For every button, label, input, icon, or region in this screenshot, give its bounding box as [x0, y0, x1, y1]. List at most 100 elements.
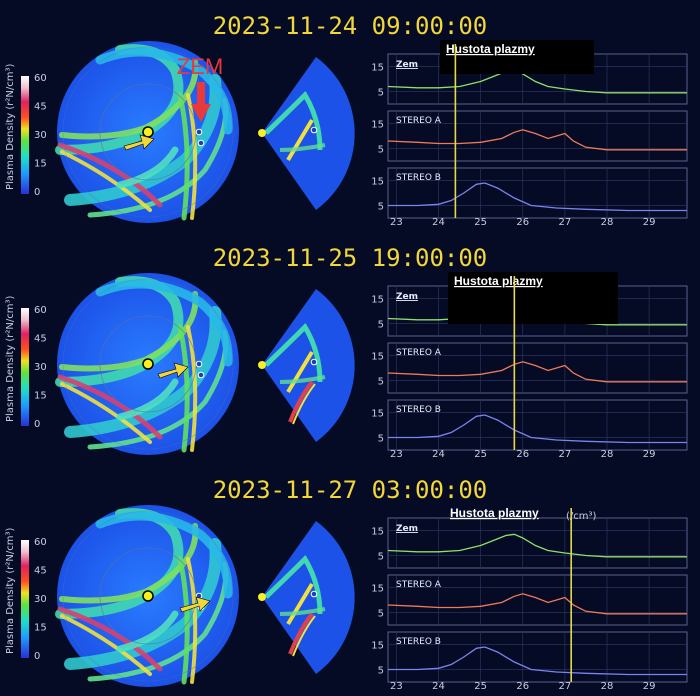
plot-unit: (/cm³) — [566, 511, 597, 522]
wedge-structure — [279, 375, 326, 384]
wedge-structure — [264, 322, 323, 383]
density-arm — [60, 150, 152, 212]
series-line-stereo-b — [388, 414, 687, 444]
colorbar-tick: 30 — [34, 594, 47, 605]
density-arm — [177, 556, 190, 685]
subplot-frame — [387, 574, 688, 626]
cme-front-edge — [292, 383, 316, 425]
wedge-shape — [262, 289, 355, 442]
wedge-structure — [279, 607, 326, 616]
density-arm — [60, 382, 152, 444]
subplot-2: 15 5 STEREO A — [371, 110, 688, 162]
x-tick-label: 25 — [474, 681, 487, 692]
timestamp: 2023-11-25 19:00:00 — [213, 244, 488, 272]
y-tick-label: 5 — [378, 88, 384, 99]
colorbar-tick: 60 — [34, 305, 47, 316]
stereo-marker — [197, 371, 205, 379]
colorbar: 60 45 30 15 0 Plasma Density (r²N/cm³) — [5, 295, 47, 430]
colorbar-scale — [21, 308, 29, 426]
density-arm — [177, 324, 190, 453]
ecliptic-density-map — [55, 273, 239, 455]
subplot-frame — [387, 517, 688, 569]
earth-marker — [195, 128, 203, 136]
density-arm — [95, 511, 233, 599]
density-arm — [186, 93, 198, 220]
colorbar-tick: 60 — [34, 537, 47, 548]
x-tick-label: 27 — [559, 449, 572, 460]
colorbar-tick: 15 — [34, 623, 47, 634]
y-tick-label: 15 — [371, 352, 384, 363]
y-tick-label: 5 — [378, 145, 384, 156]
y-tick-label: 5 — [378, 320, 384, 331]
x-tick-label: 28 — [601, 449, 614, 460]
red-arrow-icon — [191, 82, 211, 122]
series-label: STEREO A — [396, 116, 442, 126]
timestamp: 2023-11-27 03:00:00 — [213, 476, 488, 504]
sun-marker — [258, 593, 266, 601]
series-label: STEREO B — [396, 637, 441, 647]
subplot-3: 15 5 STEREO B — [371, 399, 688, 451]
colorbar-tick: 15 — [34, 391, 47, 402]
colorbar-tick: 0 — [34, 187, 40, 198]
series-label: STEREO A — [396, 580, 442, 590]
meridional-density-map — [258, 521, 355, 674]
y-tick-label: 15 — [371, 295, 384, 306]
plot-title: Hustota plazmy — [446, 42, 535, 56]
x-tick-label: 24 — [432, 681, 445, 692]
colorbar-tick: 60 — [34, 73, 47, 84]
x-tick-label: 27 — [559, 681, 572, 692]
colorbar-label: Plasma Density (r²N/cm³) — [5, 63, 16, 190]
wedge-structure — [286, 582, 314, 626]
ecliptic-density-map — [55, 41, 239, 223]
series-line-stereo-a — [387, 593, 687, 615]
x-tick-label: 26 — [516, 449, 529, 460]
subplot-frame — [387, 167, 688, 219]
wedge-shape — [262, 57, 355, 210]
x-tick-label: 29 — [643, 449, 656, 460]
density-arm — [95, 47, 233, 135]
series-label: Zem — [396, 60, 418, 70]
wedge-structure — [279, 143, 326, 152]
colorbar-tick: 0 — [34, 419, 40, 430]
x-tick-label: 29 — [643, 681, 656, 692]
subplot-frame — [387, 110, 688, 162]
earth-marker — [310, 590, 318, 598]
subplot-frame — [387, 631, 688, 683]
colorbar-label: Plasma Density (r²N/cm³) — [5, 295, 16, 422]
series-line-stereo-b — [388, 182, 687, 212]
sun-marker — [258, 129, 266, 137]
y-tick-label: 5 — [378, 666, 384, 677]
stereo-marker — [197, 139, 205, 147]
cme-front — [288, 612, 314, 655]
y-tick-label: 15 — [371, 527, 384, 538]
y-tick-label: 15 — [371, 120, 384, 131]
subplot-3: 15 5 STEREO B — [371, 631, 688, 683]
sun-marker — [142, 358, 154, 370]
density-arm — [57, 374, 163, 440]
header-box — [440, 40, 594, 74]
x-tick-label: 24 — [432, 217, 445, 228]
series-line-stereo-b — [388, 646, 687, 676]
colorbar-tick: 45 — [34, 334, 47, 345]
plot-title: Hustota plazmy — [450, 506, 539, 520]
density-arm — [57, 142, 163, 208]
colorbar-tick: 30 — [34, 362, 47, 373]
orbit-ring-outer — [62, 510, 234, 682]
series-label: STEREO A — [396, 348, 442, 358]
wedge-structure — [264, 554, 323, 615]
series-label: Zem — [396, 524, 418, 534]
sun-marker — [258, 361, 266, 369]
colorbar: 60 45 30 15 0 Plasma Density (r²N/cm³) — [5, 527, 47, 662]
meridional-density-map — [258, 57, 355, 210]
y-tick-label: 5 — [378, 202, 384, 213]
earth-marker — [310, 126, 318, 134]
density-arm — [116, 378, 179, 421]
colorbar-tick: 30 — [34, 130, 47, 141]
subplot-frame — [387, 399, 688, 451]
x-tick-label: 27 — [559, 217, 572, 228]
y-tick-label: 15 — [371, 63, 384, 74]
y-tick-label: 5 — [378, 552, 384, 563]
x-tick-label: 24 — [432, 449, 445, 460]
